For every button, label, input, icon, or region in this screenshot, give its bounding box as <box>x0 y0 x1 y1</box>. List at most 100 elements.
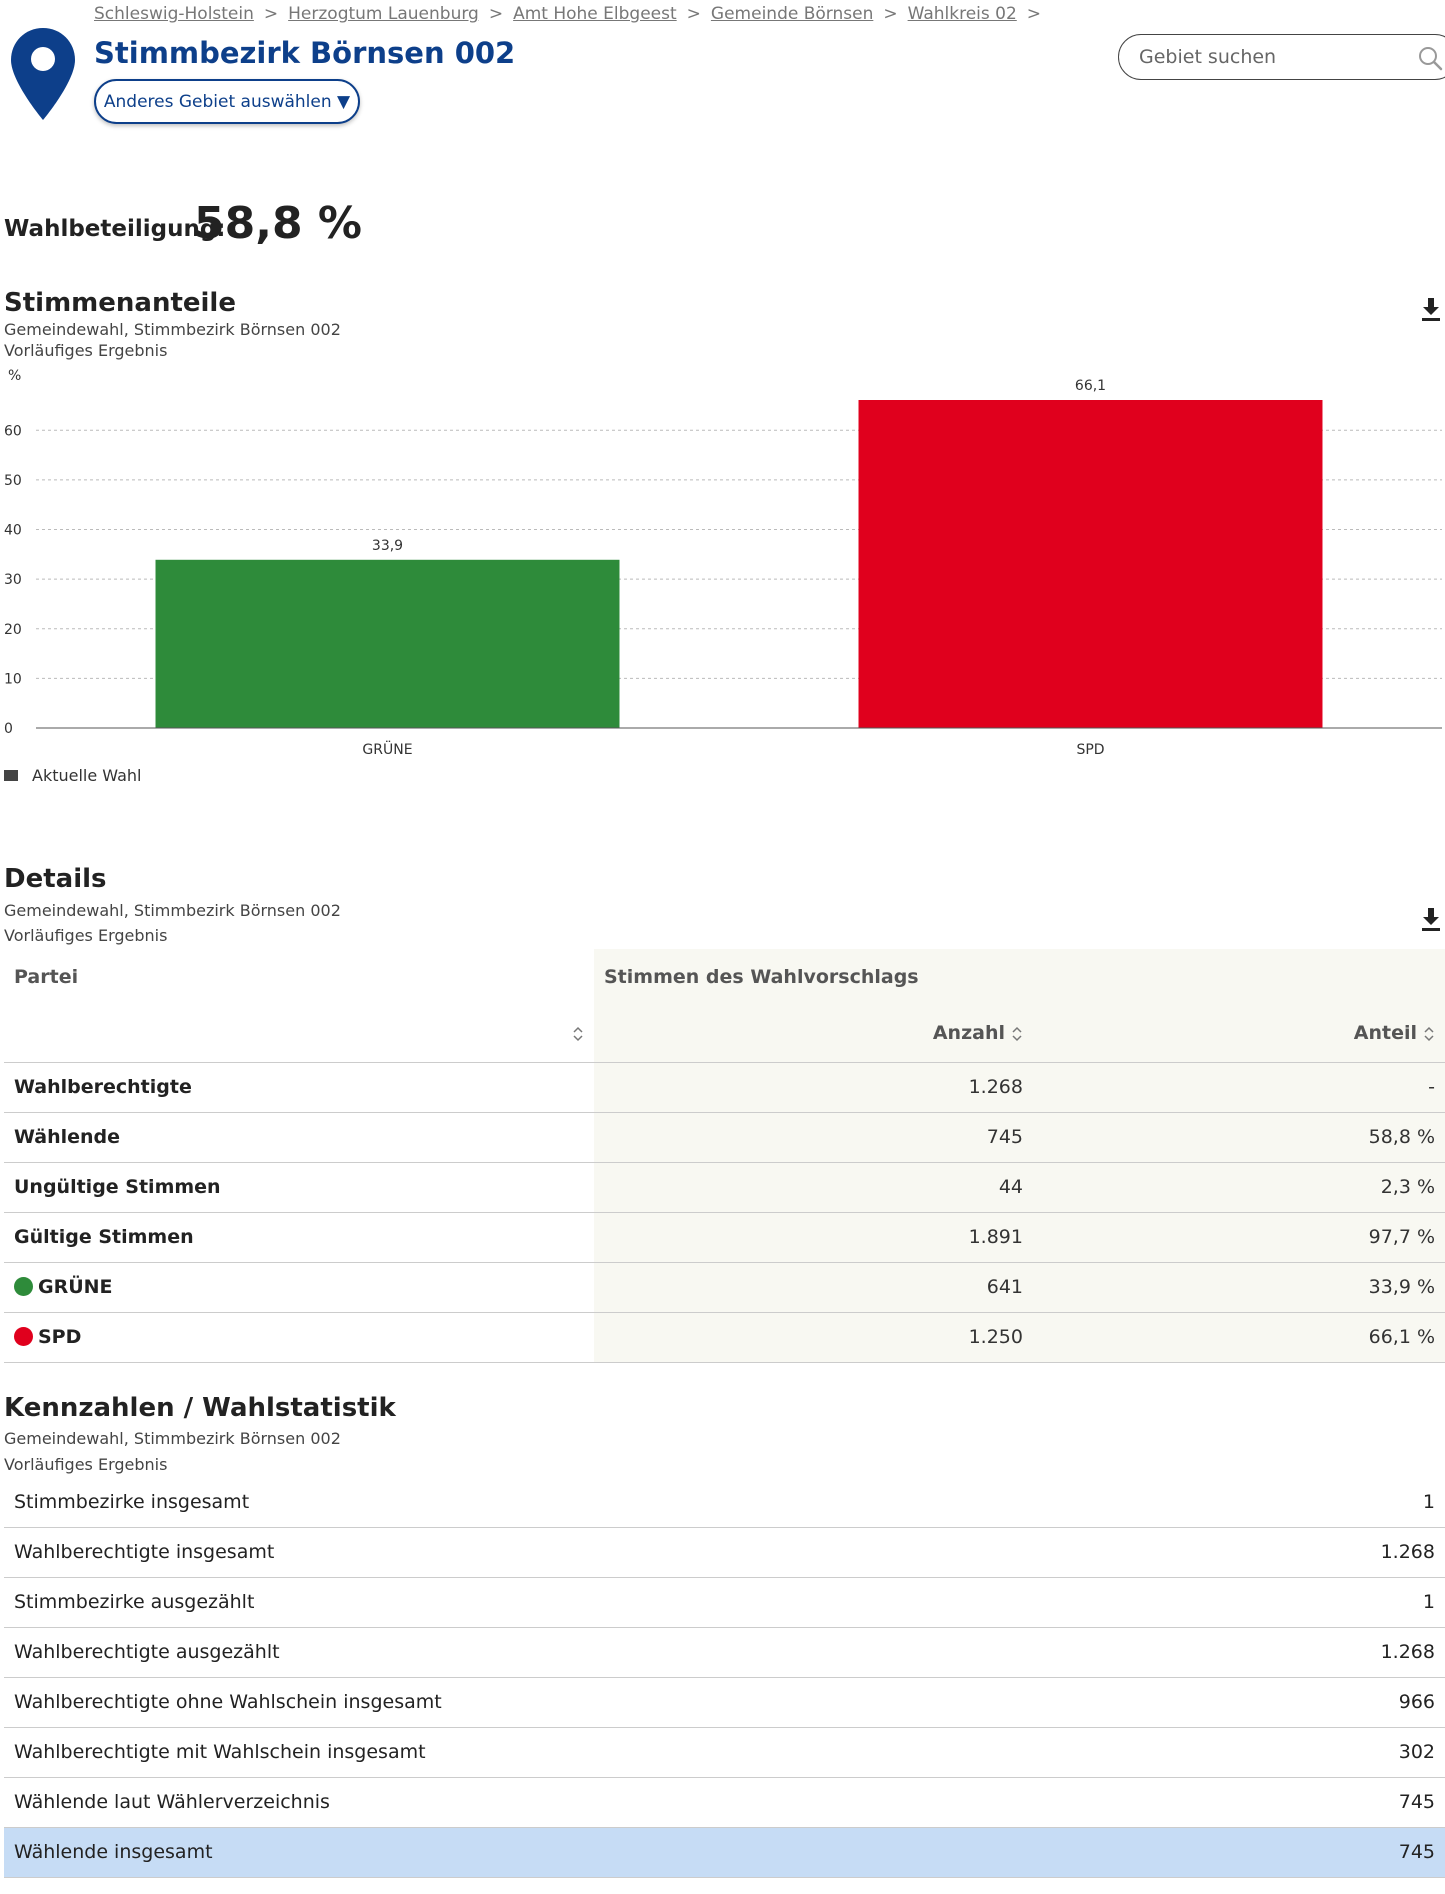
stat-label: Wählende laut Wählerverzeichnis <box>4 1777 1045 1828</box>
row-share: 2,3 % <box>1033 1162 1445 1213</box>
breadcrumb-separator: > <box>883 4 898 24</box>
turnout-label: Wahlbeteiligung: <box>4 216 226 242</box>
sort-share-button[interactable]: Anteil <box>1033 1005 1445 1063</box>
stat-value: 1.268 <box>1045 1527 1445 1578</box>
chart-section-status: Vorläufiges Ergebnis <box>4 341 168 360</box>
table-row: Ungültige Stimmen 44 2,3 % <box>4 1162 1445 1213</box>
party-color-dot <box>14 1327 33 1346</box>
stats-section-status: Vorläufiges Ergebnis <box>4 1455 168 1474</box>
breadcrumb-link-state[interactable]: Schleswig-Holstein <box>94 4 254 24</box>
table-row: Wahlberechtigte insgesamt 1.268 <box>4 1527 1445 1578</box>
col-count-header: Anzahl <box>932 1022 1005 1045</box>
row-label-party: SPD <box>4 1312 594 1363</box>
party-color-dot <box>14 1277 33 1296</box>
details-section-status: Vorläufiges Ergebnis <box>4 926 168 945</box>
table-row-highlighted: Wählende insgesamt 745 <box>4 1827 1445 1878</box>
chart-section-subtitle: Gemeindewahl, Stimmbezirk Börnsen 002 <box>4 320 341 339</box>
stat-label: Wahlberechtigte ausgezählt <box>4 1627 1045 1678</box>
bar-spd <box>858 400 1323 728</box>
details-section-title: Details <box>4 864 107 894</box>
search-input[interactable] <box>1139 46 1389 68</box>
row-count: 1.268 <box>594 1062 1033 1113</box>
stat-label: Wählende insgesamt <box>4 1827 1045 1878</box>
search-box[interactable] <box>1118 34 1445 80</box>
row-label-party: GRÜNE <box>4 1262 594 1313</box>
breadcrumb-separator: > <box>1026 4 1042 24</box>
sort-count-button[interactable]: Anzahl <box>594 1005 1033 1063</box>
table-row: Wählende laut Wählerverzeichnis 745 <box>4 1777 1445 1828</box>
row-count: 1.250 <box>594 1312 1033 1363</box>
stat-value: 1 <box>1045 1477 1445 1528</box>
row-share: 66,1 % <box>1033 1312 1445 1363</box>
sort-icon <box>1012 1026 1022 1041</box>
table-row: Wahlberechtigte 1.268 - <box>4 1062 1445 1113</box>
breadcrumb-link-amt[interactable]: Amt Hohe Elbgeest <box>513 4 677 24</box>
stats-table: Stimmbezirke insgesamt 1 Wahlberechtigte … <box>4 1477 1445 1878</box>
y-tick-label: 60 <box>4 423 22 439</box>
row-count: 641 <box>594 1262 1033 1313</box>
stat-value: 966 <box>1045 1677 1445 1728</box>
select-area-button[interactable]: Anderes Gebiet auswählen ▼ <box>94 79 360 124</box>
party-name: SPD <box>38 1326 82 1348</box>
stats-section-subtitle: Gemeindewahl, Stimmbezirk Börnsen 002 <box>4 1429 341 1448</box>
page-title: Stimmbezirk Börnsen 002 <box>94 36 516 70</box>
y-tick-label: 40 <box>4 523 22 539</box>
chart-section-title: Stimmenanteile <box>4 288 236 318</box>
col-votes-group-header: Stimmen des Wahlvorschlags <box>594 949 1445 1005</box>
details-section-subtitle: Gemeindewahl, Stimmbezirk Börnsen 002 <box>4 901 341 920</box>
y-tick-label: 20 <box>4 622 22 638</box>
table-row: Wahlberechtigte ohne Wahlschein insgesam… <box>4 1677 1445 1728</box>
row-label: Ungültige Stimmen <box>4 1162 594 1213</box>
table-row: SPD 1.250 66,1 % <box>4 1312 1445 1363</box>
table-row: Stimmbezirke insgesamt 1 <box>4 1477 1445 1528</box>
stat-value: 745 <box>1045 1777 1445 1828</box>
x-tick-label: SPD <box>1076 742 1104 758</box>
col-share-header: Anteil <box>1353 1022 1418 1045</box>
bar-grüne <box>155 559 620 728</box>
stat-value: 1.268 <box>1045 1627 1445 1678</box>
breadcrumb: Schleswig-Holstein > Herzogtum Lauenburg > A… <box>94 4 1051 24</box>
stats-section-title: Kennzahlen / Wahlstatistik <box>4 1393 396 1423</box>
breadcrumb-link-constituency[interactable]: Wahlkreis 02 <box>907 4 1017 24</box>
row-count: 1.891 <box>594 1212 1033 1263</box>
breadcrumb-link-municipality[interactable]: Gemeinde Börnsen <box>710 4 874 24</box>
table-row: Wählende 745 58,8 % <box>4 1112 1445 1163</box>
row-share: 58,8 % <box>1033 1112 1445 1163</box>
row-share: 97,7 % <box>1033 1212 1445 1263</box>
y-axis-unit-label: % <box>8 368 21 384</box>
vote-share-chart: % 0 10 20 30 40 50 60 33,9 GRÜNE 66,1 SPD <box>4 368 1442 758</box>
chart-download-icon[interactable] <box>1420 296 1442 322</box>
turnout-value: 58,8 % <box>194 198 362 249</box>
sort-party-button[interactable] <box>4 1005 594 1063</box>
search-icon[interactable] <box>1417 45 1443 71</box>
table-row: Wahlberechtigte ausgezählt 1.268 <box>4 1627 1445 1678</box>
select-area-label: Anderes Gebiet auswählen ▼ <box>103 91 351 112</box>
stat-label: Wahlberechtigte ohne Wahlschein insgesam… <box>4 1677 1045 1728</box>
bar-value-label: 66,1 <box>1075 378 1106 394</box>
table-row: Stimmbezirke ausgezählt 1 <box>4 1577 1445 1628</box>
stat-label: Wahlberechtigte insgesamt <box>4 1527 1045 1578</box>
bar-value-label: 33,9 <box>372 538 403 554</box>
y-tick-label: 0 <box>4 721 13 737</box>
sort-icon <box>573 1026 583 1041</box>
stat-label: Stimmbezirke ausgezählt <box>4 1577 1045 1628</box>
table-row: GRÜNE 641 33,9 % <box>4 1262 1445 1313</box>
stat-label: Wahlberechtigte mit Wahlschein insgesamt <box>4 1727 1045 1778</box>
legend-label: Aktuelle Wahl <box>32 766 142 785</box>
y-tick-label: 50 <box>4 473 22 489</box>
details-table: Partei Stimmen des Wahlvorschlags Anzahl… <box>4 949 1445 1363</box>
row-count: 745 <box>594 1112 1033 1163</box>
table-row: Gültige Stimmen 1.891 97,7 % <box>4 1212 1445 1263</box>
chart-legend: Aktuelle Wahl <box>4 766 141 785</box>
breadcrumb-separator: > <box>263 4 279 24</box>
y-tick-label: 10 <box>4 671 22 687</box>
location-pin-icon <box>11 28 75 120</box>
legend-swatch <box>4 770 18 781</box>
breadcrumb-separator: > <box>686 4 701 24</box>
breadcrumb-link-district[interactable]: Herzogtum Lauenburg <box>288 4 479 24</box>
row-label: Wahlberechtigte <box>4 1062 594 1113</box>
details-download-icon[interactable] <box>1420 906 1442 932</box>
row-share: 33,9 % <box>1033 1262 1445 1313</box>
table-row: Wahlberechtigte mit Wahlschein insgesamt… <box>4 1727 1445 1778</box>
row-label: Wählende <box>4 1112 594 1163</box>
